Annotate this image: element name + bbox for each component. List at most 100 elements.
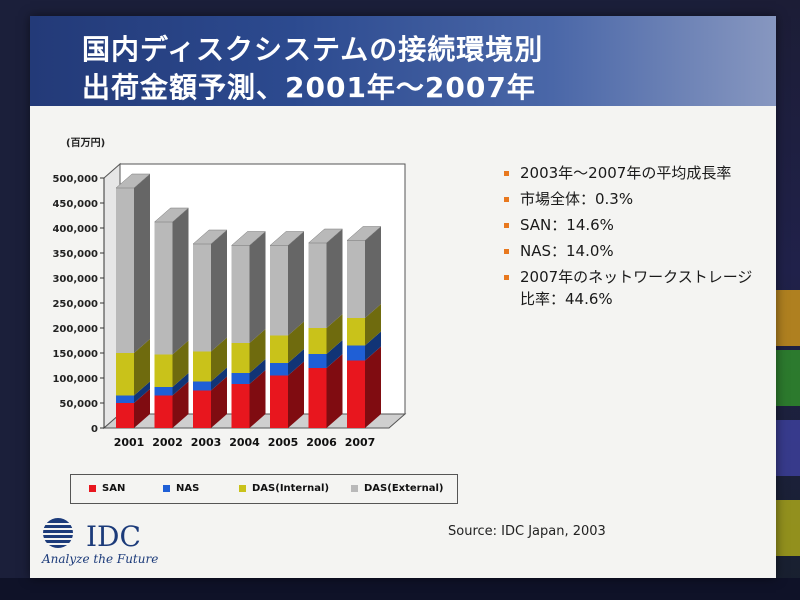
bar-segment-side <box>326 340 343 368</box>
bar-segment-side <box>288 231 304 336</box>
bullet-item: NAS：14.0% <box>504 240 754 262</box>
bar-segment-front <box>231 343 250 373</box>
bar-segment-front <box>154 354 173 387</box>
bar-segment-front <box>270 335 288 363</box>
y-unit-label: (百万円) <box>66 138 106 149</box>
bullet-item: 市場全体：0.3% <box>504 188 754 210</box>
bar-segment-side <box>172 340 189 387</box>
bar-segment-side <box>249 359 266 384</box>
bar-segment-side <box>249 370 266 428</box>
title-line-2: 出荷金額予測、2001年～2007年 <box>82 71 536 104</box>
bullet-marker <box>504 197 509 202</box>
bar-segment-front <box>308 243 327 328</box>
y-tick-label: 450,000 <box>52 199 98 210</box>
bar-segment-front <box>193 390 211 428</box>
y-tick-label: 200,000 <box>52 324 98 335</box>
bullet-text: 2007年のネットワークストレージ比率：44.6% <box>520 268 753 308</box>
bullet-text: NAS：14.0% <box>520 242 614 260</box>
bar-segment-side <box>288 321 304 363</box>
legend-swatch-das-external <box>351 484 358 492</box>
legend-item-nas: NAS <box>163 483 199 494</box>
bar-segment-front <box>193 244 211 352</box>
x-tick-label: 2002 <box>152 436 183 449</box>
bullet-marker <box>504 223 509 228</box>
bar-segment-side <box>365 331 381 361</box>
y-tick-label: 350,000 <box>52 249 98 260</box>
legend-item-das-external: DAS(External) <box>351 483 443 494</box>
bar-top <box>230 231 267 246</box>
title-line-1: 国内ディスクシステムの接続環境別 <box>82 33 544 66</box>
bar-segment-front <box>308 328 327 354</box>
legend-item-san: SAN <box>89 483 125 494</box>
background-bottom <box>0 578 800 600</box>
bar-segment-front <box>270 363 288 376</box>
bar-segment-front <box>347 345 365 361</box>
bar-segment-side <box>326 314 343 354</box>
x-tick-label: 2001 <box>114 436 145 449</box>
x-tick-label: 2004 <box>229 436 260 449</box>
bar-segment-side <box>134 389 150 428</box>
bar-segment-side <box>288 349 304 376</box>
y-tick-label: 250,000 <box>52 299 98 310</box>
bar-segment-front <box>308 354 327 368</box>
bullet-marker <box>504 171 509 176</box>
slide: 国内ディスクシステムの接続環境別 出荷金額予測、2001年～2007年 (百万円… <box>30 16 776 578</box>
y-tick-label: 50,000 <box>59 399 98 410</box>
bar-segment-front <box>154 387 173 396</box>
bar-segment-side <box>249 329 266 373</box>
bar-segment-front <box>116 403 134 428</box>
bar-top <box>269 231 305 246</box>
bar-segment-front <box>116 353 134 396</box>
bar-segment-front <box>231 245 250 343</box>
source-note: Source: IDC Japan, 2003 <box>448 524 606 539</box>
y-tick-label: 150,000 <box>52 349 98 360</box>
stacked-bar-chart: 0 50,000 100,000 150,000 200,000 250,000 300,0… <box>52 162 407 449</box>
idc-tagline: Analyze the Future <box>42 552 159 566</box>
bar-segment-front <box>347 318 365 346</box>
bar-segment-side <box>365 226 381 318</box>
bar-segment-side <box>326 354 343 428</box>
bar-segment-side <box>134 339 150 396</box>
bar-segment-side <box>211 230 227 352</box>
bar-segment-front <box>231 384 250 428</box>
chart-legend: SAN NAS DAS(Internal) DAS(External) <box>70 474 458 504</box>
bar-segment-side <box>365 346 381 428</box>
legend-label-san: SAN <box>102 483 126 494</box>
bar-top <box>192 229 228 245</box>
bullet-list: 2003年～2007年の平均成長率 市場全体：0.3% SAN：14.6% NA… <box>504 162 754 314</box>
bar-segment-front <box>116 395 134 403</box>
bar-segment-front <box>116 188 134 353</box>
bar-segment-front <box>231 373 250 384</box>
bar-segment-side <box>288 361 304 428</box>
bar-segment-side <box>211 376 227 428</box>
x-tick-label: 2005 <box>268 436 299 449</box>
idc-logo: IDC Analyze the Future <box>40 516 158 566</box>
legend-swatch-san <box>89 484 96 492</box>
bar-segment-side <box>249 231 266 343</box>
bar-top <box>307 228 344 244</box>
bullet-item: SAN：14.6% <box>504 214 754 236</box>
title-band: 国内ディスクシステムの接続環境別 出荷金額予測、2001年～2007年 <box>30 16 776 106</box>
bar-top <box>346 226 382 241</box>
bar-segment-front <box>193 381 211 391</box>
bar-segment-front <box>347 360 365 428</box>
bullet-marker <box>504 275 509 280</box>
bar-segment-front <box>154 222 173 355</box>
legend-swatch-das-internal <box>239 484 246 492</box>
bar-top <box>115 173 151 189</box>
bar-segment-front <box>270 375 288 428</box>
bar-segment-side <box>172 373 189 396</box>
y-tick-label: 500,000 <box>52 174 98 185</box>
bar-segment-side <box>134 381 150 403</box>
y-tick-label: 400,000 <box>52 224 98 235</box>
bar-segment-side <box>211 337 227 382</box>
bar-segment-front <box>308 368 327 428</box>
bar-segment-side <box>365 304 381 346</box>
legend-label-nas: NAS <box>176 483 200 494</box>
bullet-item: 2007年のネットワークストレージ比率：44.6% <box>504 266 754 310</box>
legend-label-das-internal: DAS(Internal) <box>252 483 330 494</box>
y-tick-label: 300,000 <box>52 274 98 285</box>
bullet-text: 市場全体：0.3% <box>520 190 634 208</box>
bar-segment-side <box>211 367 227 391</box>
bar-segment-side <box>326 229 343 328</box>
